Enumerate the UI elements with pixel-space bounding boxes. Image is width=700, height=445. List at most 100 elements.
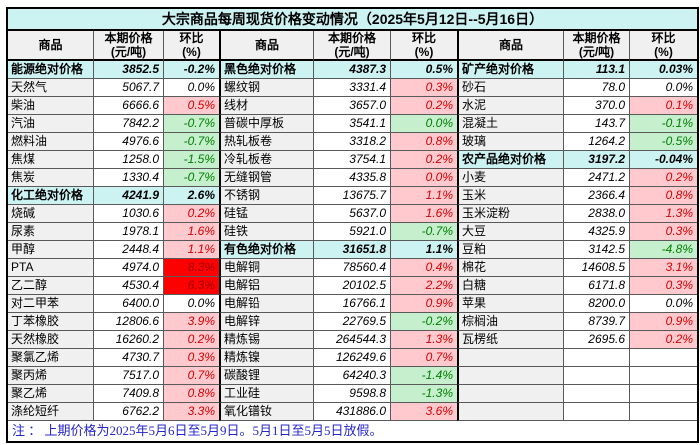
commodity-cell: 热轧板卷 (219, 133, 313, 151)
commodity-cell: 焦煤 (8, 151, 93, 169)
change-cell: 0.7% (163, 367, 219, 385)
price-cell: 7842.2 (93, 115, 163, 133)
price-cell: 22769.5 (313, 313, 390, 331)
commodity-cell: 甲醇 (8, 241, 93, 259)
change-cell: -1.4% (390, 367, 457, 385)
change-cell: 2.6% (163, 187, 219, 205)
change-cell: 0.9% (390, 295, 457, 313)
commodity-cell: 不锈钢 (219, 187, 313, 205)
change-cell: 0.0% (629, 79, 697, 97)
change-cell: -0.7% (390, 223, 457, 241)
change-cell: -0.2% (163, 61, 219, 79)
price-cell: 7517.0 (93, 367, 163, 385)
price-cell: 6171.8 (563, 277, 629, 295)
change-cell (629, 367, 697, 385)
price-cell: 78.0 (563, 79, 629, 97)
price-cell: 264544.3 (313, 331, 390, 349)
commodity-cell: 农产品绝对价格 (457, 151, 563, 169)
price-cell: 4530.4 (93, 277, 163, 295)
price-cell: 8739.7 (563, 313, 629, 331)
change-cell: 0.0% (629, 295, 697, 313)
commodity-cell: 普碳中厚板 (219, 115, 313, 133)
price-cell: 6400.0 (93, 295, 163, 313)
commodity-cell: 丁苯橡胶 (8, 313, 93, 331)
change-cell: 1.6% (390, 205, 457, 223)
commodity-cell: 玉米淀粉 (457, 205, 563, 223)
commodity-cell: 硅锰 (219, 205, 313, 223)
commodity-cell: 黑色绝对价格 (219, 61, 313, 79)
header-price: 本期价格 (元/吨) (313, 31, 390, 61)
price-cell: 3331.4 (313, 79, 390, 97)
price-cell: 31651.8 (313, 241, 390, 259)
commodity-cell: 白糖 (457, 277, 563, 295)
commodity-cell: 天然气 (8, 79, 93, 97)
commodity-cell: 无缝钢管 (219, 169, 313, 187)
change-cell: 1.3% (629, 205, 697, 223)
commodity-cell: 苹果 (457, 295, 563, 313)
price-cell: 5067.7 (93, 79, 163, 97)
price-cell: 1330.4 (93, 169, 163, 187)
price-cell: 4976.6 (93, 133, 163, 151)
price-cell: 16260.2 (93, 331, 163, 349)
commodity-cell: PTA (8, 259, 93, 277)
commodity-cell: 有色绝对价格 (219, 241, 313, 259)
change-cell: 0.0% (163, 295, 219, 313)
commodity-cell: 尿素 (8, 223, 93, 241)
price-cell: 370.0 (563, 97, 629, 115)
change-cell: 0.2% (629, 169, 697, 187)
change-cell: -4.8% (629, 241, 697, 259)
price-cell: 12806.6 (93, 313, 163, 331)
header-commodity: 商品 (219, 31, 313, 61)
commodity-cell: 冷轧板卷 (219, 151, 313, 169)
price-cell: 6666.6 (93, 97, 163, 115)
change-cell: 0.7% (390, 349, 457, 367)
change-cell: 0.3% (629, 223, 697, 241)
price-cell: 2448.4 (93, 241, 163, 259)
change-cell: 0.5% (390, 61, 457, 79)
change-cell: 0.8% (629, 187, 697, 205)
price-cell: 3754.1 (313, 151, 390, 169)
change-cell (629, 349, 697, 367)
commodity-cell: 精炼锡 (219, 331, 313, 349)
commodity-cell: 精炼镍 (219, 349, 313, 367)
change-cell: 0.8% (163, 385, 219, 403)
change-cell: 3.6% (390, 403, 457, 421)
commodity-cell: 电解铜 (219, 259, 313, 277)
change-cell: 6.3% (163, 277, 219, 295)
commodity-cell: 能源绝对价格 (8, 61, 93, 79)
change-cell: 0.3% (163, 349, 219, 367)
price-cell: 431886.0 (313, 403, 390, 421)
commodity-cell: 汽油 (8, 115, 93, 133)
price-table-grid: 大宗商品每周现货价格变动情况（2025年5月12日--5月16日） 商品 本期价… (6, 7, 699, 443)
price-cell (563, 349, 629, 367)
price-cell: 3657.0 (313, 97, 390, 115)
change-cell: 0.3% (390, 79, 457, 97)
price-cell: 3318.2 (313, 133, 390, 151)
change-cell: 1.1% (390, 241, 457, 259)
price-cell: 3541.1 (313, 115, 390, 133)
commodity-cell: 玉米 (457, 187, 563, 205)
change-cell: 0.3% (629, 277, 697, 295)
commodity-cell: 聚氯乙烯 (8, 349, 93, 367)
price-cell: 5921.0 (313, 223, 390, 241)
price-cell (563, 403, 629, 421)
commodity-cell: 矿产绝对价格 (457, 61, 563, 79)
change-cell: 1.1% (163, 241, 219, 259)
price-cell: 78560.4 (313, 259, 390, 277)
change-cell: -0.7% (163, 133, 219, 151)
commodity-cell: 燃料油 (8, 133, 93, 151)
price-cell: 2695.6 (563, 331, 629, 349)
change-cell: 0.9% (629, 313, 697, 331)
change-cell: -1.5% (163, 151, 219, 169)
price-cell: 3197.2 (563, 151, 629, 169)
price-cell (563, 385, 629, 403)
header-commodity: 商品 (457, 31, 563, 61)
change-cell: 2.2% (390, 277, 457, 295)
price-cell: 3852.5 (93, 61, 163, 79)
commodity-cell: 氧化镨钕 (219, 403, 313, 421)
change-cell: -0.2% (390, 313, 457, 331)
spreadsheet-table: 大宗商品每周现货价格变动情况（2025年5月12日--5月16日） 商品 本期价… (6, 7, 699, 443)
price-cell: 5637.0 (313, 205, 390, 223)
change-cell: -0.04% (629, 151, 697, 169)
price-cell: 20102.5 (313, 277, 390, 295)
